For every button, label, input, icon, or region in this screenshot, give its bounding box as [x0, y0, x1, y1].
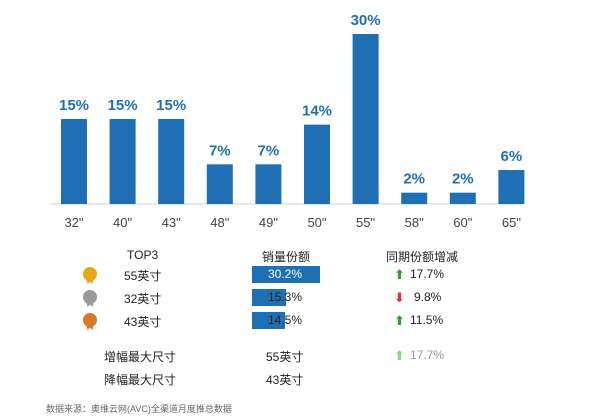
bar-chart: 15% 32" 15% 40" 15% 43" 7% 48" 7% 49" 14% 50" 30% 55"… — [50, 12, 525, 230]
x-tick-label: 55" — [356, 215, 375, 230]
x-tick-label: 40" — [113, 215, 132, 230]
summary-value: 43英寸 — [266, 373, 304, 387]
bar — [401, 192, 428, 204]
summary-change: 17.7% — [410, 348, 445, 362]
x-tick-label: 49" — [259, 215, 278, 230]
bar — [61, 119, 87, 204]
row-share: 30.2% — [268, 267, 303, 281]
bar — [352, 34, 379, 204]
data-label: 15% — [108, 97, 138, 114]
down-arrow-icon: ⬇ — [394, 290, 405, 305]
summary-row-decrease: 降幅最大尺寸 43英寸 — [0, 371, 602, 391]
x-tick-label: 65" — [502, 215, 521, 230]
source-footnote: 数据来源：奥维云网(AVC)全渠道月度推总数据 — [46, 404, 232, 414]
gold-medal-icon — [83, 267, 97, 281]
header-top3: TOP3 — [127, 248, 159, 262]
row-size: 55英寸 — [124, 269, 162, 283]
x-tick-label: 48" — [210, 215, 229, 230]
summary-value: 55英寸 — [266, 350, 304, 364]
data-label: 30% — [351, 12, 381, 29]
row-size: 43英寸 — [124, 315, 162, 329]
row-change: 11.5% — [410, 313, 444, 327]
up-arrow-icon: ⬆ — [394, 267, 405, 282]
row-size: 32英寸 — [124, 292, 162, 306]
data-label: 15% — [156, 97, 186, 114]
share-bar — [252, 266, 320, 283]
bar — [498, 170, 525, 204]
share-bar — [252, 289, 287, 306]
x-tick-label: 43" — [162, 215, 181, 230]
header-change: 同期份额增减 — [386, 250, 459, 264]
x-tick-label: 32" — [64, 215, 83, 230]
data-label: 7% — [258, 142, 280, 159]
data-label: 2% — [403, 171, 425, 188]
table-row: 32英寸 15.3% ⬇ 9.8% — [0, 288, 602, 308]
up-arrow-icon: ⬆ — [394, 313, 405, 328]
data-label: 6% — [501, 148, 523, 165]
bar — [304, 124, 330, 204]
x-tick-label: 50" — [307, 215, 326, 230]
table-row: 43英寸 14.5% ⬆ 11.5% — [0, 311, 602, 331]
x-tick-label: 58" — [405, 215, 424, 230]
data-label: 14% — [302, 103, 332, 120]
bar — [109, 119, 136, 204]
up-arrow-icon: ⬆ — [394, 348, 405, 363]
data-label: 2% — [452, 171, 474, 188]
bar — [449, 192, 476, 204]
row-share: 14.5% — [268, 313, 303, 327]
row-change: 17.7% — [410, 267, 445, 281]
summary-label: 增幅最大尺寸 — [104, 350, 177, 364]
x-tick-label: 60" — [453, 215, 472, 230]
table-row: 55英寸 30.2% ⬆ 17.7% — [0, 265, 602, 285]
summary-label: 降幅最大尺寸 — [104, 373, 177, 387]
bar — [255, 164, 282, 204]
bar — [206, 164, 233, 204]
data-label: 7% — [209, 142, 231, 159]
silver-medal-icon — [83, 290, 97, 304]
bar — [158, 119, 185, 204]
bronze-medal-icon — [83, 313, 97, 327]
data-label: 15% — [59, 97, 89, 114]
summary-row-increase: 增幅最大尺寸 55英寸 ⬆ 17.7% — [0, 348, 602, 368]
row-change: 9.8% — [414, 290, 442, 304]
share-bar — [252, 312, 285, 329]
row-share: 15.3% — [268, 290, 303, 304]
header-share: 销量份额 — [262, 250, 311, 264]
